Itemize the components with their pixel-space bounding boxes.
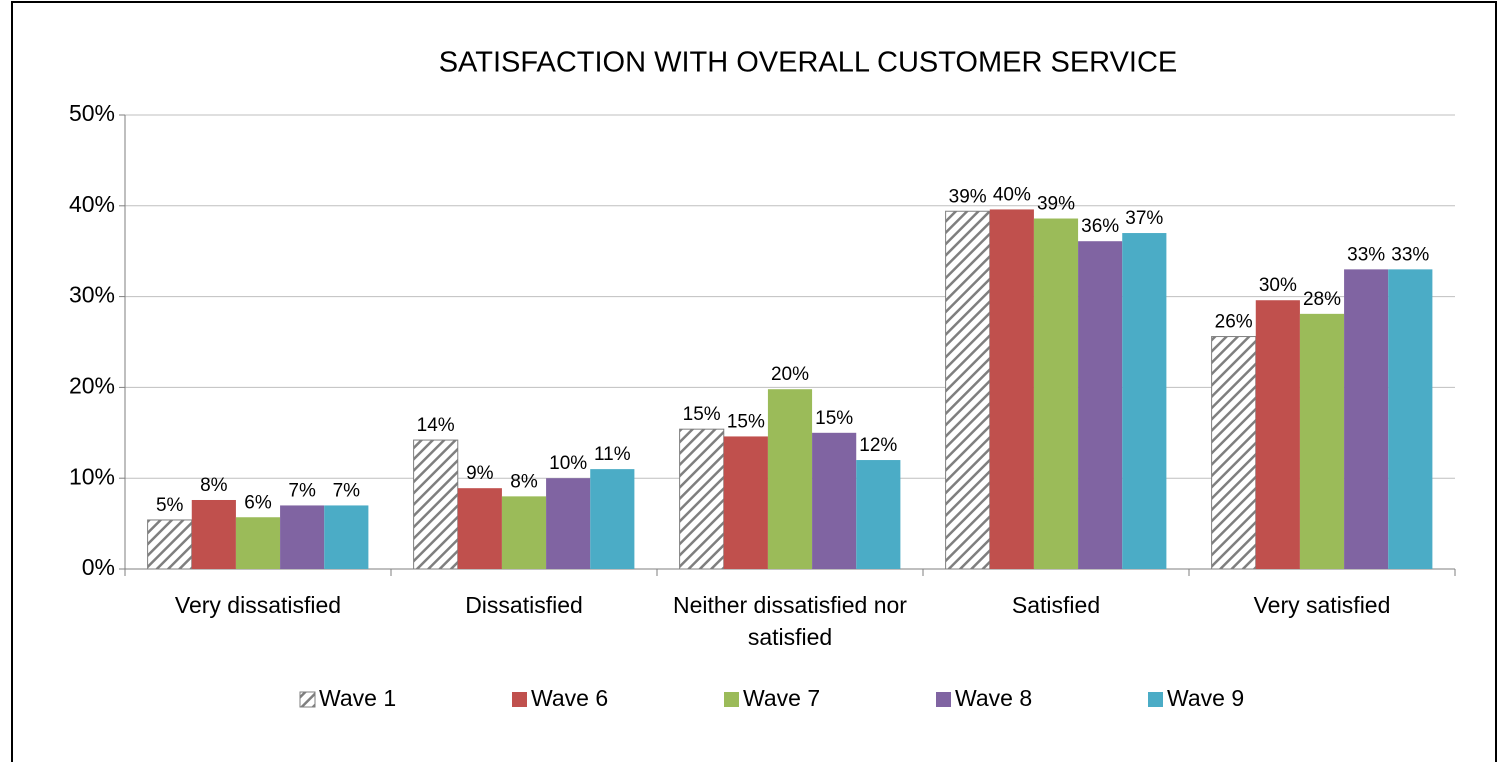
bar: [679, 428, 725, 570]
bar: [945, 210, 991, 570]
bar: [280, 505, 325, 569]
data-label: 12%: [859, 435, 897, 456]
y-tick-label: 30%: [69, 282, 115, 308]
data-label: 30%: [1259, 275, 1297, 296]
legend-swatch: [936, 692, 951, 707]
x-tick-label: Satisfied: [1011, 592, 1101, 618]
data-label: 39%: [949, 186, 987, 207]
bar: [191, 499, 236, 569]
bar: [1211, 336, 1257, 570]
data-label: 40%: [993, 184, 1031, 205]
legend-label: Wave 1: [319, 685, 396, 711]
data-label: 28%: [1303, 289, 1341, 310]
x-tick-label: Very satisfied: [1253, 592, 1391, 618]
bar: [1344, 269, 1389, 569]
data-label: 26%: [1215, 312, 1253, 333]
legend-swatch: [724, 692, 739, 707]
x-tick-label: Neither dissatisfied nor satisfied: [673, 592, 907, 650]
bar: [1388, 269, 1433, 569]
bar: [235, 517, 281, 569]
data-label: 9%: [466, 463, 494, 484]
x-tick-label: Very dissatisfied: [174, 592, 342, 618]
data-label: 11%: [594, 444, 631, 465]
data-label: 7%: [333, 480, 361, 501]
y-tick-label: 50%: [69, 100, 115, 126]
bar: [501, 496, 547, 569]
data-label: 39%: [1037, 194, 1075, 215]
bar: [767, 389, 813, 569]
data-label: 7%: [288, 480, 316, 501]
bar: [856, 460, 901, 569]
bar: [324, 505, 369, 569]
x-tick-label: Dissatisfied: [465, 592, 583, 618]
bar: [812, 432, 857, 569]
legend-label: Wave 6: [531, 685, 608, 711]
bar: [989, 209, 1034, 569]
data-label: 5%: [156, 495, 184, 516]
data-label: 37%: [1125, 208, 1163, 229]
bar: [590, 469, 635, 569]
bar: [147, 519, 193, 570]
bar: [1033, 218, 1079, 569]
data-label: 15%: [727, 411, 765, 432]
chart-title: SATISFACTION WITH OVERALL CUSTOMER SERVI…: [439, 47, 1178, 79]
bar: [1078, 241, 1123, 569]
y-tick-label: 10%: [69, 463, 115, 489]
legend-swatch: [299, 691, 316, 708]
legend-label: Wave 9: [1167, 685, 1244, 711]
bar: [1299, 313, 1345, 569]
bar: [1122, 233, 1167, 570]
data-label: 33%: [1347, 244, 1385, 265]
data-label: 10%: [549, 453, 587, 474]
y-tick-label: 20%: [69, 372, 115, 398]
bar: [457, 488, 502, 569]
data-label: 36%: [1081, 216, 1119, 237]
bar: [546, 478, 591, 569]
data-label: 33%: [1391, 244, 1429, 265]
data-label: 8%: [510, 471, 538, 492]
data-label: 20%: [771, 364, 809, 385]
data-label: 15%: [815, 408, 853, 429]
data-label: 15%: [683, 404, 721, 425]
data-label: 8%: [200, 475, 228, 496]
y-tick-label: 40%: [69, 191, 115, 217]
bar: [413, 439, 459, 570]
legend-label: Wave 8: [955, 685, 1032, 711]
bar: [723, 436, 768, 569]
y-tick-label: 0%: [82, 554, 115, 580]
data-label: 6%: [244, 492, 272, 513]
legend-label: Wave 7: [743, 685, 820, 711]
legend-swatch: [1148, 692, 1163, 707]
legend-swatch: [512, 692, 527, 707]
data-label: 14%: [417, 415, 455, 436]
chart-border: [11, 1, 1497, 762]
bar: [1255, 300, 1300, 569]
